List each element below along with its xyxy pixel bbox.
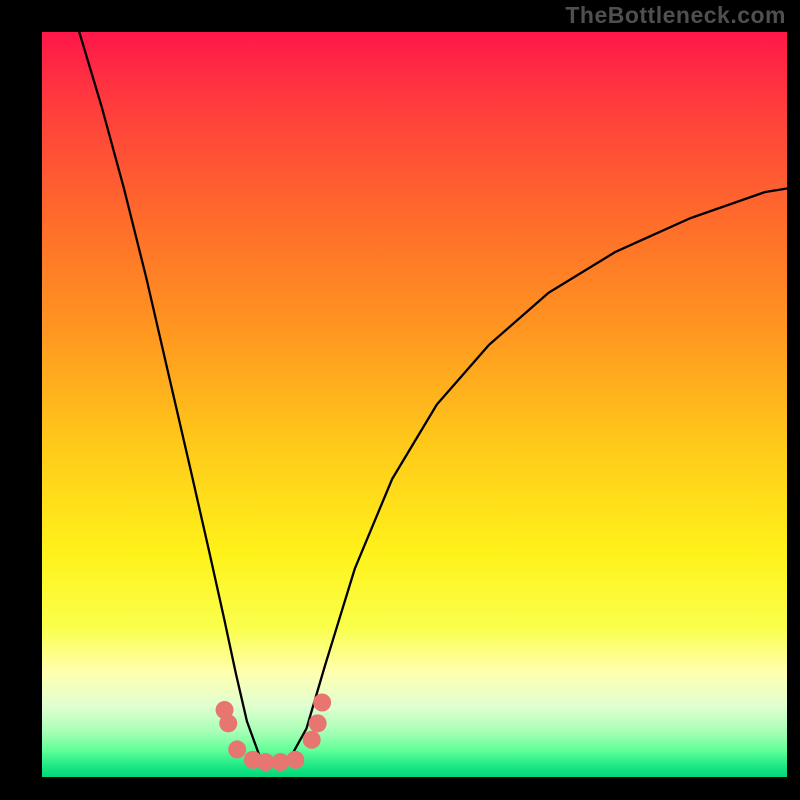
marker-dot bbox=[309, 714, 327, 732]
gradient-background bbox=[42, 32, 787, 777]
marker-dot bbox=[228, 740, 246, 758]
marker-dot bbox=[313, 694, 331, 712]
watermark-text: TheBottleneck.com bbox=[565, 2, 786, 29]
marker-dot bbox=[219, 714, 237, 732]
plot-area bbox=[42, 32, 787, 777]
bottleneck-curve-chart bbox=[42, 32, 787, 777]
marker-dot bbox=[303, 731, 321, 749]
marker-dot bbox=[286, 751, 304, 769]
chart-frame: TheBottleneck.com bbox=[0, 0, 800, 800]
